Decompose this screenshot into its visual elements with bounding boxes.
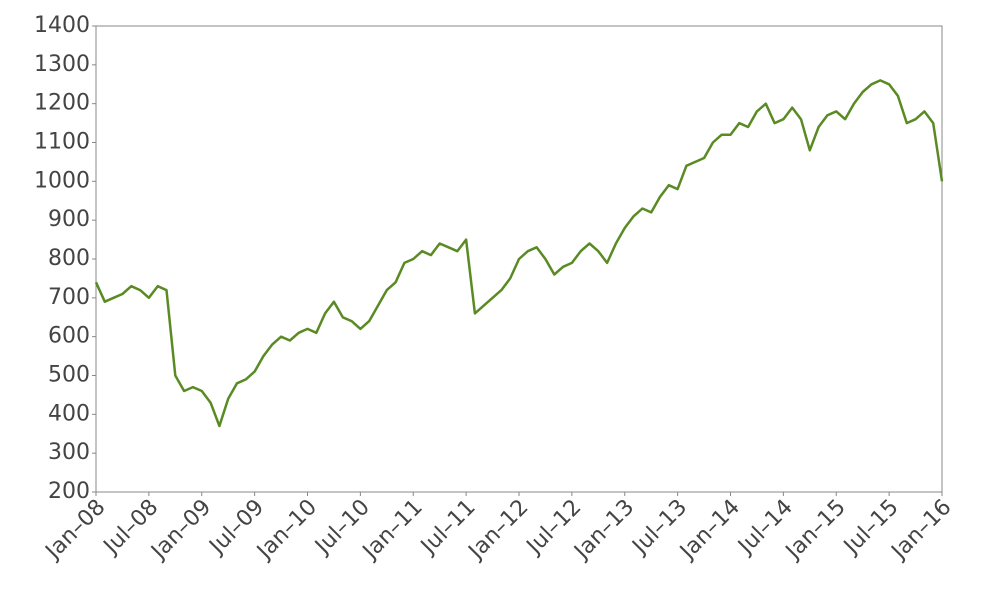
y-tick-label: 400	[48, 401, 90, 426]
y-tick-label: 600	[48, 324, 90, 349]
y-tick-label: 300	[48, 440, 90, 465]
y-tick-label: 1200	[34, 91, 90, 116]
y-tick-label: 900	[48, 207, 90, 232]
y-tick-label: 1300	[34, 52, 90, 77]
y-tick-label: 700	[48, 285, 90, 310]
line-series	[94, 79, 944, 428]
y-tick-label: 1100	[34, 130, 90, 155]
y-tick-label: 1000	[34, 168, 90, 193]
y-tick-label: 200	[48, 479, 90, 504]
y-tick-label: 800	[48, 246, 90, 271]
y-tick-label: 500	[48, 363, 90, 388]
x-tick-label: Jan–08	[40, 495, 111, 566]
y-tick-label: 1400	[34, 13, 90, 38]
